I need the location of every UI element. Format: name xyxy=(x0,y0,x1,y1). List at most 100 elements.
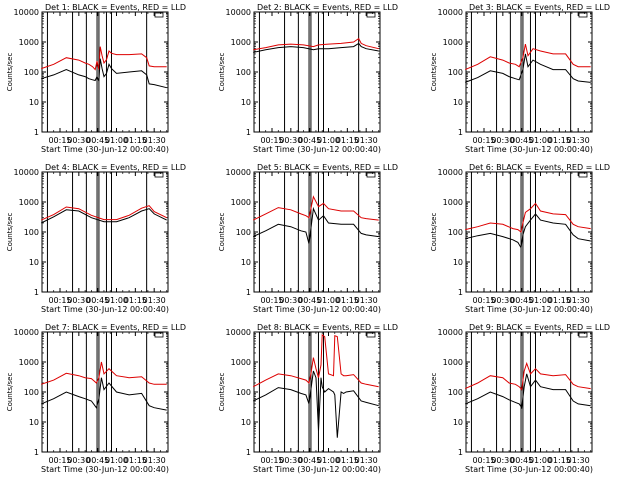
panel-title: Det 7: BLACK = Events, RED = LLD xyxy=(45,323,186,332)
y-tick-label: 1 xyxy=(246,448,251,457)
x-tick-label: 00:15 xyxy=(48,296,71,305)
y-tick-label: 100 xyxy=(24,388,39,397)
y-tick-label: 10 xyxy=(241,418,251,427)
series-lld-line xyxy=(465,43,591,71)
series-lld-line xyxy=(464,361,591,391)
x-tick-label: 01:00 xyxy=(529,456,552,465)
y-tick-label: 10 xyxy=(29,98,39,107)
x-tick-label: 01:00 xyxy=(317,296,340,305)
series-lld-line xyxy=(40,205,167,221)
y-tick-label: 10000 xyxy=(438,8,463,17)
x-axis-label: Start Time (30-Jun-12 00:00:40) xyxy=(465,145,593,154)
x-tick-label: 00:30 xyxy=(67,136,90,145)
y-axis-label: Counts/sec xyxy=(430,373,438,412)
y-tick-label: 10 xyxy=(241,258,251,267)
y-axis-label: Counts/sec xyxy=(218,53,226,92)
y-tick-label: 1 xyxy=(34,288,39,297)
y-tick-label: 100 xyxy=(448,68,463,77)
x-tick-label: 00:30 xyxy=(67,456,90,465)
x-tick-label: 01:00 xyxy=(105,136,128,145)
legend-marker-box xyxy=(578,172,588,178)
x-tick-label: 00:15 xyxy=(260,136,283,145)
legend-marker-box xyxy=(366,172,376,178)
panel-title: Det 1: BLACK = Events, RED = LLD xyxy=(45,3,186,12)
y-axis-label: Counts/sec xyxy=(218,213,226,252)
panel-1: 1 10 100 1000 10000 00:1500:3000:4501:0001:15… xyxy=(6,3,186,154)
x-tick-label: 01:00 xyxy=(317,456,340,465)
panel-title: Det 9: BLACK = Events, RED = LLD xyxy=(469,323,610,332)
x-tick-label: 01:30 xyxy=(567,296,590,305)
series-lld-line xyxy=(252,195,379,221)
x-tick-label: 01:15 xyxy=(548,296,571,305)
y-tick-label: 1 xyxy=(246,128,251,137)
y-tick-label: 10 xyxy=(29,418,39,427)
y-tick-label: 10000 xyxy=(226,328,251,337)
x-tick-label: 01:30 xyxy=(143,136,166,145)
x-tick-label: 01:30 xyxy=(567,136,590,145)
x-tick-label: 00:15 xyxy=(48,136,71,145)
panel-2: 1 10 100 1000 10000 00:1500:3000:4501:0001:15… xyxy=(218,3,398,154)
y-tick-label: 100 xyxy=(448,228,463,237)
x-tick-label: 00:15 xyxy=(472,296,495,305)
panel-title: Det 2: BLACK = Events, RED = LLD xyxy=(257,3,398,12)
y-tick-label: 1000 xyxy=(19,198,39,207)
x-tick-label: 00:15 xyxy=(260,296,283,305)
y-tick-label: 10000 xyxy=(438,168,463,177)
x-tick-label: 00:30 xyxy=(279,456,302,465)
x-tick-label: 00:15 xyxy=(48,456,71,465)
plot-frame xyxy=(253,11,381,133)
x-tick-label: 01:00 xyxy=(105,456,128,465)
x-tick-label: 01:15 xyxy=(336,136,359,145)
x-tick-label: 01:15 xyxy=(124,456,147,465)
y-tick-label: 100 xyxy=(448,388,463,397)
plot-frame xyxy=(465,331,593,453)
y-tick-label: 10 xyxy=(453,98,463,107)
panel-title: Det 4: BLACK = Events, RED = LLD xyxy=(45,163,186,172)
series-events-line xyxy=(465,53,591,83)
series-lld-line xyxy=(41,361,167,385)
series-events-line xyxy=(253,42,379,53)
x-axis-label: Start Time (30-Jun-12 00:00:40) xyxy=(465,465,593,474)
y-tick-label: 1000 xyxy=(231,358,251,367)
x-tick-label: 00:45 xyxy=(510,296,533,305)
x-tick-label: 00:45 xyxy=(86,296,109,305)
y-tick-label: 10 xyxy=(241,98,251,107)
y-tick-label: 10 xyxy=(453,418,463,427)
x-tick-label: 00:30 xyxy=(279,136,302,145)
x-tick-label: 01:15 xyxy=(548,136,571,145)
x-tick-label: 01:15 xyxy=(336,456,359,465)
x-tick-label: 00:45 xyxy=(510,456,533,465)
x-tick-label: 00:30 xyxy=(279,296,302,305)
x-tick-label: 00:15 xyxy=(260,456,283,465)
x-tick-label: 00:45 xyxy=(510,136,533,145)
plot-frame xyxy=(465,11,593,133)
plot-frame xyxy=(253,171,381,293)
legend-marker-box xyxy=(578,332,588,338)
plot-frame xyxy=(41,171,169,293)
series-events-line xyxy=(252,370,379,438)
x-tick-label: 01:15 xyxy=(548,456,571,465)
x-tick-label: 01:15 xyxy=(336,296,359,305)
y-tick-label: 100 xyxy=(24,68,39,77)
x-tick-label: 00:15 xyxy=(472,456,495,465)
y-tick-label: 1000 xyxy=(231,198,251,207)
x-tick-label: 01:30 xyxy=(567,456,590,465)
x-tick-label: 01:15 xyxy=(124,136,147,145)
y-tick-label: 100 xyxy=(24,228,39,237)
x-axis-label: Start Time (30-Jun-12 00:00:40) xyxy=(41,465,169,474)
y-axis-label: Counts/sec xyxy=(6,53,14,92)
panel-title: Det 6: BLACK = Events, RED = LLD xyxy=(469,163,610,172)
legend-marker-box xyxy=(366,12,376,18)
panel-9: 1 10 100 1000 10000 00:1500:3000:4501:0001:15… xyxy=(430,323,610,474)
y-tick-label: 1 xyxy=(34,128,39,137)
y-tick-label: 100 xyxy=(236,388,251,397)
panel-6: 1 10 100 1000 10000 00:1500:3000:4501:0001:15… xyxy=(430,163,610,314)
panel-title: Det 8: BLACK = Events, RED = LLD xyxy=(257,323,398,332)
y-axis-label: Counts/sec xyxy=(6,213,14,252)
panel-title: Det 5: BLACK = Events, RED = LLD xyxy=(257,163,398,172)
panel-8: 1 10 100 1000 10000 00:1500:3000:4501:0001:15… xyxy=(218,323,398,474)
x-tick-label: 01:30 xyxy=(143,456,166,465)
y-tick-label: 10000 xyxy=(14,328,39,337)
x-tick-label: 00:45 xyxy=(86,456,109,465)
